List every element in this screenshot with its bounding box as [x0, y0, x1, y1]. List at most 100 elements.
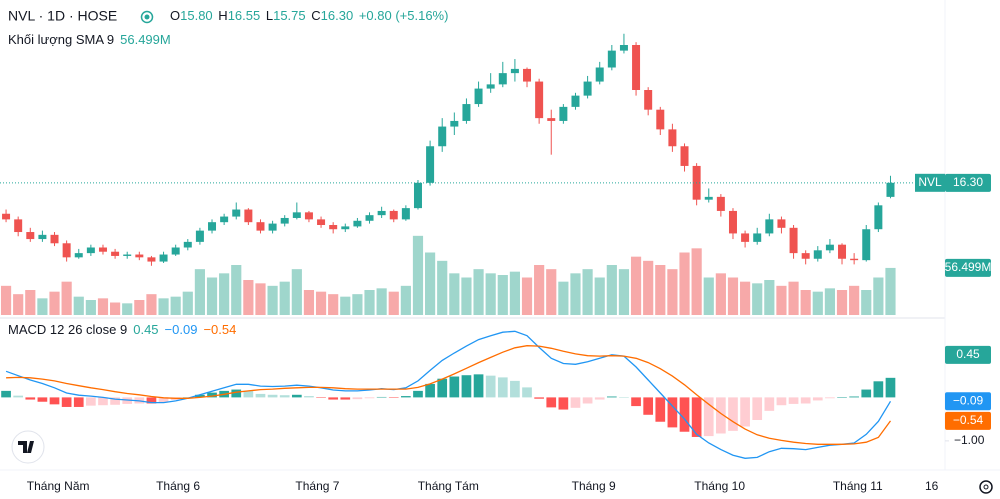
signal-value: −0.54 [203, 322, 236, 337]
x-tick-label: Tháng 10 [694, 479, 745, 493]
x-tick-label: Tháng 9 [572, 479, 616, 493]
volume-bar [679, 252, 690, 315]
volume-bar [315, 291, 327, 315]
histogram-bar [195, 394, 205, 398]
candle-body [147, 257, 156, 262]
candle-body [208, 222, 217, 231]
volume-bar [170, 296, 181, 315]
candle-body [571, 95, 580, 107]
ohlc-letter: O [170, 8, 180, 23]
histogram-bar [497, 377, 508, 398]
volume-bar [412, 235, 424, 315]
candle-body [644, 90, 653, 110]
volume-bar [255, 283, 266, 315]
candle-body [232, 209, 241, 217]
histogram-bar [291, 394, 302, 398]
histogram-bar [849, 396, 859, 398]
histogram-bar [631, 397, 641, 407]
x-tick-label: 16 [925, 479, 939, 493]
x-tick-label: Tháng Năm [27, 479, 90, 493]
volume-bar [497, 275, 508, 315]
legend-ohlc: O15.80 H16.55 L15.75 C16.30 +0.80 (+5.16… [170, 8, 448, 23]
volume-bar [437, 260, 448, 315]
macd-value: −0.09 [165, 322, 198, 337]
volume-bar [85, 300, 96, 315]
candle-body [886, 182, 895, 197]
candle-body [171, 247, 180, 255]
x-tick-label: Tháng 11 [833, 479, 883, 493]
x-tick-label: Tháng 7 [295, 479, 339, 493]
candle-body [777, 219, 786, 228]
candle-body [498, 73, 507, 85]
candle-body [365, 215, 374, 221]
candle-body [26, 232, 35, 240]
macd-last-label: −0.54 [953, 413, 984, 427]
status-dot-core [144, 14, 150, 20]
volume-bar [376, 288, 387, 315]
candle-body [474, 88, 483, 105]
histogram-bar [812, 397, 823, 401]
candle-body [753, 233, 762, 242]
histogram-bar [328, 397, 339, 400]
candle-body [607, 50, 616, 68]
candle-body [632, 45, 641, 90]
candle-body [862, 229, 871, 261]
candle-body [14, 219, 23, 233]
volume-bar [776, 285, 787, 315]
volume-bar [219, 273, 230, 315]
logo-bg [11, 430, 45, 464]
status-dot [140, 10, 154, 24]
histogram-bar [461, 375, 472, 398]
ohlc-value: 16.30 [321, 8, 354, 23]
histogram-bar [413, 390, 423, 398]
histogram-bar [1, 390, 11, 398]
volume-bar [194, 269, 205, 315]
histogram-bar [86, 397, 96, 406]
ohlc-change: +0.80 (+5.16%) [359, 8, 449, 23]
volume-bar [461, 277, 472, 315]
gear[interactable] [979, 480, 993, 494]
volume-bar [606, 265, 617, 315]
logo-mark [18, 441, 34, 453]
volume-bar [715, 273, 726, 315]
symbol-label: NVL [918, 175, 942, 189]
histogram-bar [376, 396, 387, 398]
candle-body [183, 241, 192, 248]
histogram-bar [49, 397, 60, 405]
candle-body [789, 227, 798, 254]
volume-bar [303, 290, 315, 315]
histogram-bar [728, 397, 738, 431]
volume-bar [655, 265, 666, 315]
candle-body [462, 104, 471, 121]
candle-body [874, 205, 883, 230]
symbol-label-box [915, 173, 945, 192]
candle-body [389, 210, 398, 220]
volume-bar [400, 285, 411, 315]
volume-bar [231, 265, 242, 315]
histogram-bar [316, 397, 326, 398]
volume-bar [485, 273, 496, 315]
candle-body [765, 219, 774, 234]
volume-bar [73, 296, 84, 315]
candle-body [244, 209, 253, 223]
candle-body [813, 250, 822, 259]
candle-body [850, 258, 859, 261]
volume-bar [558, 281, 569, 315]
histogram-bar [861, 389, 872, 398]
volume-bar [328, 294, 339, 315]
ohlc-value: 15.75 [273, 8, 306, 23]
macd-last-label-box [945, 411, 991, 430]
volume-bar [812, 291, 823, 315]
candle-body [486, 84, 495, 89]
histogram-bar [667, 397, 678, 428]
histogram-bar [98, 397, 108, 406]
candle-body [535, 81, 544, 119]
histogram-bar [764, 397, 775, 411]
volume-bar [703, 277, 714, 315]
histogram-bar [643, 397, 654, 415]
histogram-bar [37, 397, 48, 402]
settings-icon[interactable] [979, 480, 993, 494]
histogram-bar [279, 395, 290, 398]
histogram-bar [800, 397, 811, 404]
volume-bar [570, 273, 581, 315]
